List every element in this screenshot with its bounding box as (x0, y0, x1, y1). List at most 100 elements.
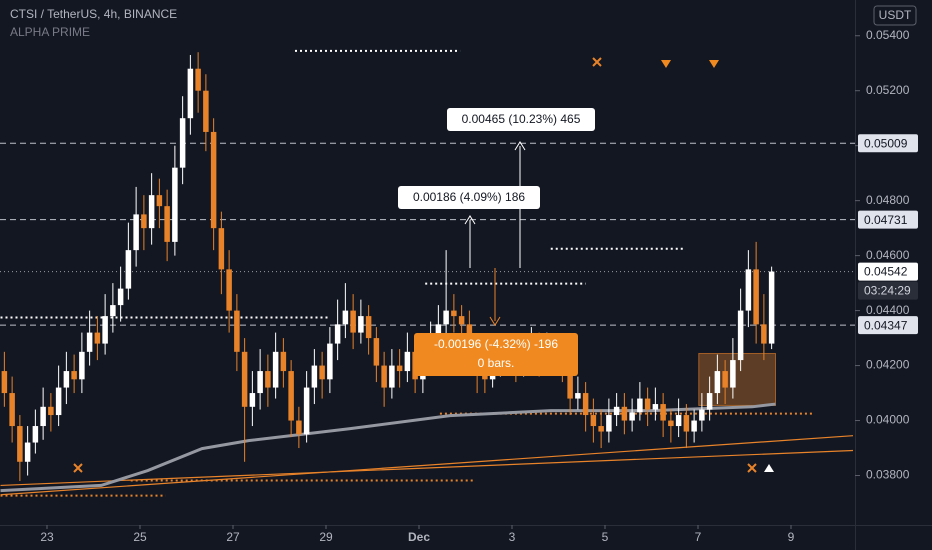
candle-body (63, 371, 70, 388)
plot-area (0, 49, 855, 497)
candle-body (621, 406, 628, 421)
measure-label: 0.00186 (4.09%) 186 (413, 190, 525, 204)
candle-body (79, 351, 85, 380)
down-triangle (709, 60, 719, 68)
candle-body (722, 371, 728, 388)
candle-body (575, 393, 581, 399)
y-tick-label: 0.05200 (866, 83, 910, 97)
candle-body (590, 415, 597, 427)
candle-body (280, 351, 287, 372)
candle-body (17, 426, 23, 462)
candle-body (210, 131, 217, 229)
candle-body (234, 310, 240, 352)
candle-body (102, 316, 108, 344)
candle-body (675, 415, 682, 427)
candle-body (567, 365, 573, 399)
candle-body (125, 250, 132, 289)
cross-marker (73, 463, 83, 473)
candle-body (1, 371, 8, 394)
arrow-head (464, 215, 476, 225)
candle-body (443, 310, 449, 325)
candle-body (629, 412, 635, 421)
candle-body (745, 269, 752, 311)
trend-line (0, 435, 854, 496)
candle-body (288, 371, 294, 421)
candle-body (218, 228, 225, 270)
candle-body (117, 288, 124, 306)
candle-body (730, 360, 736, 388)
candle-body (396, 365, 403, 372)
y-tick-label: 0.04800 (866, 193, 910, 207)
candle-body (435, 324, 442, 339)
candle-body (606, 415, 612, 432)
candle-body (737, 310, 744, 361)
x-tick-label: 9 (788, 530, 795, 544)
candle-body (319, 365, 325, 380)
candle-body (668, 420, 674, 427)
cross-marker (747, 463, 757, 473)
candle-body (203, 90, 209, 132)
candle-body (48, 406, 54, 416)
candle-body (40, 406, 46, 427)
candle-body (133, 214, 139, 251)
candle-body (404, 351, 411, 372)
x-tick-label: 3 (509, 530, 516, 544)
candle-body (71, 371, 77, 380)
candle-body (691, 420, 697, 432)
up-triangle (764, 464, 774, 472)
candle-body (24, 442, 31, 462)
arrow-head (514, 141, 526, 151)
candle-body (241, 351, 248, 407)
x-tick-label: 27 (226, 530, 240, 544)
candle-body (637, 398, 643, 413)
countdown: 03:24:29 (864, 284, 911, 298)
candle-body (365, 316, 372, 339)
candle-body (699, 409, 705, 421)
y-tick-label: 0.03800 (866, 468, 910, 482)
candle-body (652, 404, 659, 410)
candle-body (272, 351, 279, 388)
price-label-box (858, 134, 918, 153)
y-tick-label: 0.04400 (866, 303, 910, 317)
candle-body (706, 393, 713, 410)
candle-body (156, 195, 163, 207)
countdown-box (858, 281, 918, 300)
candle-body (334, 324, 341, 344)
candle-body (195, 68, 201, 91)
price-label-box (858, 316, 918, 335)
measure-label: 0 bars. (478, 356, 515, 370)
candle-body (94, 332, 101, 344)
candle-body (660, 404, 666, 421)
candle-body (714, 371, 721, 394)
currency[interactable]: USDT (879, 8, 912, 22)
candle-body (598, 426, 604, 432)
cross-marker (592, 57, 602, 67)
candle-body (683, 415, 690, 432)
y-tick-label: 0.04200 (866, 358, 910, 372)
candle-body (327, 343, 333, 380)
arrow-head (489, 316, 501, 326)
candle-body (381, 365, 387, 388)
down-triangle (661, 60, 671, 68)
measure-label: -0.00196 (-4.32%) -196 (434, 337, 558, 351)
x-tick-label: 5 (602, 530, 609, 544)
measure-tools: 0.00465 (10.23%) 465 0.00186 (4.09%) 186… (398, 108, 595, 376)
candle-body (32, 426, 39, 443)
currency-box[interactable] (873, 5, 917, 26)
x-tick-label: 25 (133, 530, 147, 544)
candle-body (342, 310, 349, 325)
candle-body (303, 387, 310, 435)
price-label: 0.04347 (864, 318, 908, 332)
candle-body (451, 310, 457, 317)
candle-body (187, 68, 194, 119)
y-tick-label: 0.05400 (866, 28, 910, 42)
x-tick-label: 29 (319, 530, 333, 544)
trend-line (0, 449, 854, 487)
candle-body (110, 305, 116, 317)
candle-body (644, 398, 651, 410)
candle-body (164, 206, 170, 242)
candle-body (226, 269, 232, 311)
chart-title: CTSI / TetherUS, 4h, BINANCE (10, 7, 177, 21)
